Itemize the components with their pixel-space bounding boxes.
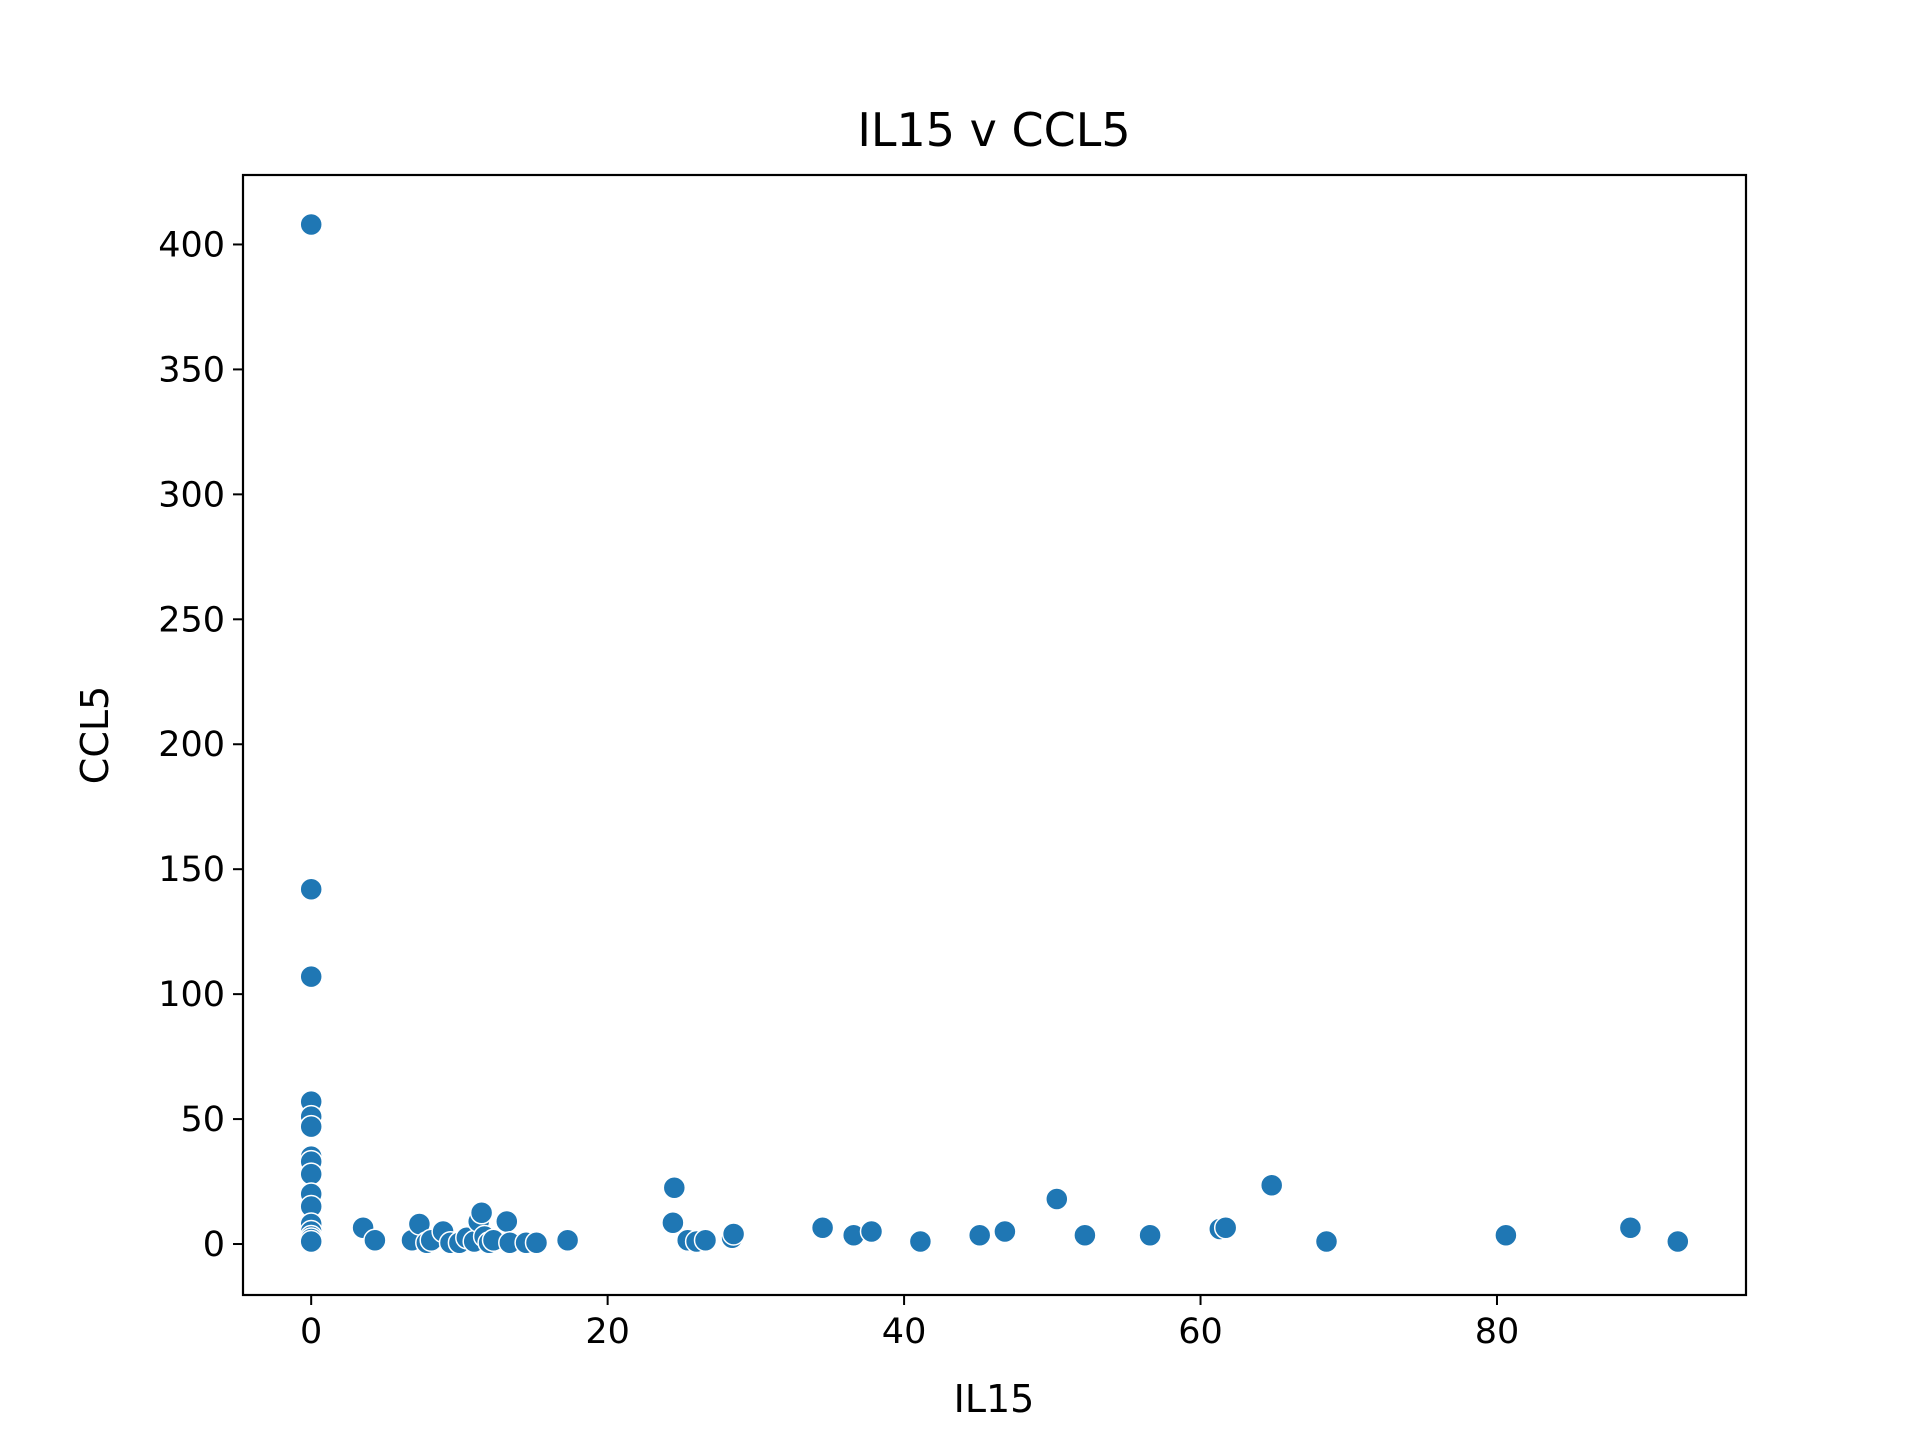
y-tick-label: 200 [158, 725, 225, 765]
x-tick-label: 0 [300, 1312, 322, 1352]
y-tick-label: 50 [180, 1100, 225, 1140]
data-point [1314, 1229, 1339, 1254]
data-point [524, 1231, 549, 1255]
x-tick-label: 20 [585, 1312, 630, 1352]
x-tick-label: 40 [882, 1312, 927, 1352]
data-point [1618, 1216, 1643, 1240]
data-point [299, 1229, 323, 1254]
data-point [1073, 1223, 1097, 1248]
data-point [661, 1211, 685, 1235]
data-point [1138, 1223, 1162, 1248]
data-point [810, 1216, 835, 1240]
data-point [693, 1228, 718, 1253]
data-point [662, 1176, 687, 1200]
data-point [721, 1222, 746, 1246]
plot-area-frame [241, 173, 1748, 1297]
data-point [299, 1114, 323, 1139]
data-point [299, 212, 323, 237]
data-point [555, 1228, 580, 1253]
data-point [1045, 1187, 1069, 1211]
data-point [1494, 1223, 1518, 1248]
x-axis-label: IL15 [954, 1377, 1035, 1421]
y-tick-label: 150 [158, 850, 225, 890]
y-tick-label: 350 [158, 350, 225, 390]
points-layer [299, 212, 1690, 1255]
y-tick-label: 100 [158, 975, 225, 1015]
data-point [1259, 1173, 1284, 1198]
chart-title: IL15 v CCL5 [857, 103, 1130, 157]
data-point [469, 1201, 494, 1225]
data-point [993, 1219, 1017, 1244]
data-point [908, 1229, 933, 1254]
y-tick-label: 250 [158, 600, 225, 640]
y-tick-label: 300 [158, 475, 225, 515]
x-axis-ticks: 0 20 40 60 80 [300, 1295, 1519, 1352]
y-tick-label: 400 [158, 225, 225, 265]
data-point [1213, 1216, 1238, 1240]
data-point [967, 1223, 992, 1248]
data-point [495, 1209, 519, 1234]
data-point [299, 1162, 323, 1186]
data-point [299, 877, 323, 901]
x-tick-label: 60 [1178, 1312, 1223, 1352]
y-axis-label: CCL5 [73, 686, 117, 784]
data-point [859, 1219, 884, 1244]
data-point [1666, 1229, 1690, 1254]
y-tick-label: 0 [203, 1225, 225, 1265]
x-tick-label: 80 [1475, 1312, 1520, 1352]
data-point [299, 964, 323, 989]
y-axis-ticks: 0 50 100 150 200 250 300 350 400 [158, 225, 243, 1265]
data-point [363, 1228, 387, 1253]
